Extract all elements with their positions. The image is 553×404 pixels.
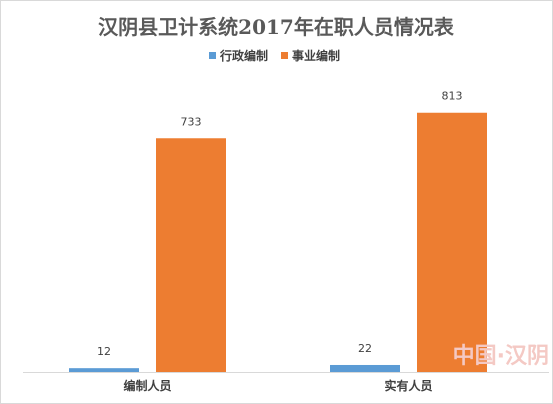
bar-1-1 [417,112,487,372]
data-label-0-0: 12 [97,345,111,358]
legend-label-0: 行政编制 [219,48,268,63]
chart-title: 汉阴县卫计系统2017年在职人员情况表 [98,15,455,39]
legend-swatch-0 [209,52,216,59]
bar-0-1 [156,138,226,372]
legend-label-1: 事业编制 [292,48,340,63]
data-label-1-1: 813 [442,90,463,103]
bar-1-0 [330,364,400,372]
data-label-1-0: 22 [358,342,372,355]
category-label-1: 实有人员 [384,378,432,393]
data-label-0-1: 733 [181,115,202,128]
chart-legend: 行政编制 事业编制 [209,48,340,63]
watermark-logo: 中国·汉阴 [453,344,549,369]
bar-0-0 [69,368,139,372]
category-label-0: 编制人员 [122,378,171,393]
legend-swatch-1 [281,52,288,59]
plot-area: 12 733 22 813 编制人员 实有人员 [23,90,549,393]
legend-item-1: 事业编制 [281,48,340,63]
legend-item-0: 行政编制 [209,48,268,63]
